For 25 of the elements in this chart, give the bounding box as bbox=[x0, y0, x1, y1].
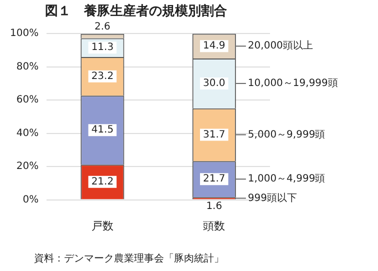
data-label: 14.9 bbox=[203, 40, 226, 52]
y-tick-label: 40% bbox=[16, 128, 39, 139]
data-label: 21.7 bbox=[203, 174, 226, 185]
series-label: 1,000～4,999頭 bbox=[248, 174, 326, 185]
data-label: 1.6 bbox=[206, 200, 222, 212]
x-tick-label: 頭数 bbox=[203, 219, 226, 232]
data-label: 11.3 bbox=[91, 42, 114, 54]
y-tick-label: 20% bbox=[16, 161, 39, 172]
data-label: 41.5 bbox=[91, 124, 114, 136]
series-label: 20,000頭以上 bbox=[248, 40, 313, 52]
x-tick-label: 戸数 bbox=[91, 219, 114, 232]
data-label: 23.2 bbox=[91, 70, 114, 82]
y-tick-label: 60% bbox=[16, 94, 39, 106]
data-label: 21.2 bbox=[91, 176, 114, 188]
chart-title: 図１ 養豚生産者の規模別割合 bbox=[45, 3, 227, 20]
data-label: 30.0 bbox=[203, 78, 226, 90]
text: 資料：デンマーク農業理事会「豚肉統計」 bbox=[34, 252, 224, 265]
series-label: 999頭以下 bbox=[248, 192, 298, 204]
y-tick-label: 80% bbox=[16, 61, 39, 72]
series-label: 10,000～19,999頭 bbox=[248, 78, 338, 90]
y-tick-label: 100% bbox=[10, 28, 39, 40]
data-label: 31.7 bbox=[203, 129, 226, 140]
series-label: 5,000～9,999頭 bbox=[248, 129, 326, 140]
y-tick-label: 0% bbox=[22, 194, 39, 206]
data-label: 2.6 bbox=[94, 22, 110, 33]
